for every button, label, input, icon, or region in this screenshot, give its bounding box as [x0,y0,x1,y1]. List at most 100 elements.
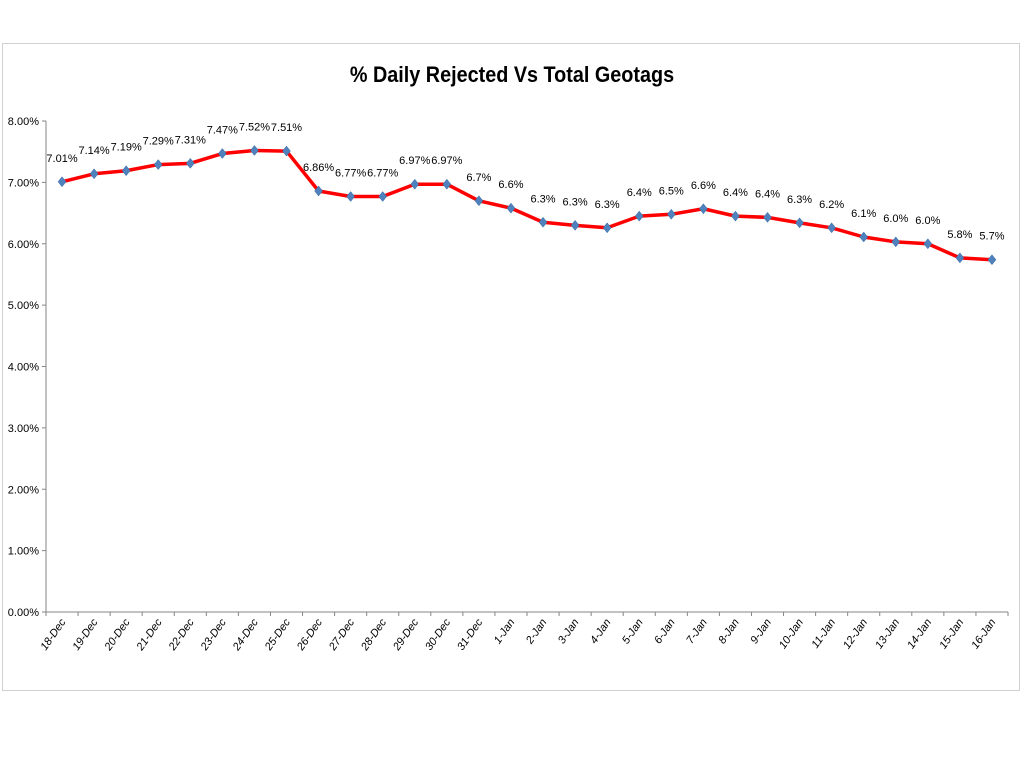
data-point [89,168,99,180]
data-label: 6.0% [883,213,908,225]
x-tick-label: 5-Jan [620,617,646,646]
data-label: 6.1% [851,208,876,220]
data-point [570,219,580,231]
data-label: 6.77% [335,167,366,179]
y-tick-label: 0.00% [8,607,39,619]
data-point [218,148,227,159]
data-label: 6.4% [723,187,748,199]
data-point [378,191,388,202]
data-point [666,208,676,220]
data-label: 7.29% [143,136,174,148]
x-tick-label: 22-Dec [166,616,197,653]
x-tick-label: 21-Dec [134,616,165,653]
y-tick-label: 6.00% [8,239,39,251]
x-tick-label: 15-Jan [937,617,966,651]
data-label: 7.51% [271,122,302,134]
data-point [891,236,901,248]
data-label: 6.4% [627,187,652,199]
x-tick-label: 7-Jan [684,617,710,646]
x-tick-label: 31-Dec [455,616,485,652]
x-tick-label: 29-Dec [390,616,421,653]
data-point [987,254,997,266]
x-tick-label: 26-Dec [294,616,325,653]
data-label: 6.2% [819,199,844,211]
x-tick-label: 28-Dec [358,616,389,653]
data-point [314,185,323,197]
x-tick-label: 14-Jan [905,617,934,651]
y-tick-label: 2.00% [8,484,39,496]
y-tick-label: 3.00% [8,423,39,435]
data-point [538,216,548,228]
x-tick-label: 19-Dec [70,616,100,652]
data-label: 6.3% [595,199,620,211]
x-tick-label: 25-Dec [262,616,293,653]
data-point [795,217,804,229]
data-point [442,178,452,190]
data-label: 6.97% [431,155,462,167]
data-point [699,203,708,215]
x-tick-label: 1-Jan [492,617,518,646]
data-label: 7.31% [175,134,206,146]
data-point [410,178,420,190]
data-point [827,222,836,234]
data-label: 6.3% [530,193,555,205]
y-tick-label: 1.00% [8,546,39,558]
data-label: 6.6% [691,180,716,192]
data-point [634,210,644,222]
data-label: 6.86% [303,162,334,174]
data-point [57,176,67,188]
y-tick-label: 7.00% [8,177,39,189]
data-label: 6.3% [563,196,588,208]
data-point [474,195,484,207]
x-tick-label: 10-Jan [777,617,806,651]
data-point [282,145,291,157]
data-point [506,202,516,214]
data-point [955,252,965,264]
series-line [61,148,993,262]
x-tick-label: 20-Dec [102,616,133,653]
x-tick-label: 2-Jan [523,617,549,647]
x-tick-label: 23-Dec [198,616,229,653]
data-point [763,211,772,223]
data-point [346,191,355,202]
chart-title: % Daily Rejected Vs Total Geotags [349,62,675,87]
data-point [923,238,933,250]
data-label: 7.47% [207,125,238,137]
x-tick-label: 11-Jan [809,617,838,651]
data-label: 7.19% [111,142,142,154]
chart-frame [2,43,1020,691]
data-label: 7.52% [239,121,270,133]
data-point [153,159,163,170]
data-label: 6.3% [787,194,812,206]
x-tick-label: 18-Dec [38,616,68,652]
x-tick-label: 13-Jan [873,617,902,651]
x-tick-label: 9-Jan [748,617,774,646]
data-point [250,145,259,156]
data-label: 7.01% [46,153,77,165]
x-tick-label: 24-Dec [230,616,261,653]
data-point [185,157,195,169]
data-point [731,210,740,222]
data-label: 5.7% [979,231,1004,243]
x-tick-label: 12-Jan [841,617,870,651]
x-tick-label: 6-Jan [652,617,678,646]
x-tick-label: 3-Jan [556,617,582,646]
y-tick-label: 8.00% [8,116,39,128]
y-tick-label: 5.00% [8,300,39,312]
x-tick-label: 30-Dec [423,616,453,652]
data-point [859,231,869,243]
data-label: 7.14% [78,145,109,157]
data-label: 6.6% [498,179,523,191]
x-tick-label: 4-Jan [588,617,614,646]
data-label: 6.5% [659,185,684,197]
x-tick-label: 27-Dec [326,616,357,653]
x-tick-label: 8-Jan [716,617,742,646]
y-tick-label: 4.00% [8,362,39,374]
data-point [602,222,612,234]
data-point [121,165,131,177]
x-tick-label: 16-Jan [969,617,998,651]
data-label: 6.97% [399,155,430,167]
data-label: 6.77% [367,167,398,179]
data-label: 6.4% [755,188,780,200]
